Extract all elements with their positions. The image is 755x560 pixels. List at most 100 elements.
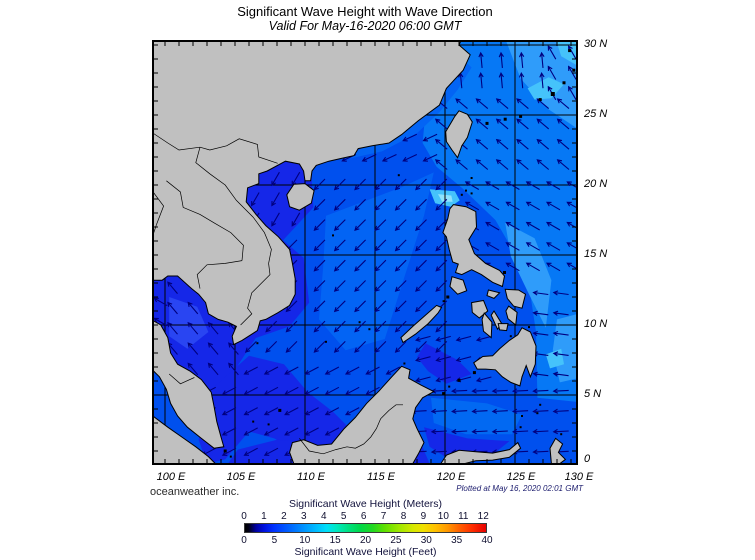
colorbar-meters-tick: 6 — [360, 511, 367, 522]
colorbar-meters-tick: 8 — [400, 511, 407, 522]
ocean-shade-ryukyu-cyan — [527, 77, 564, 100]
small-island — [470, 177, 473, 179]
small-island — [572, 68, 576, 72]
small-island — [536, 412, 539, 415]
land-palawan — [400, 304, 443, 344]
colorbar-feet-tick: 30 — [420, 535, 432, 546]
small-island — [325, 340, 327, 343]
lat-axis-label: 5 N — [584, 388, 602, 400]
colorbar-meters-tick: 4 — [320, 511, 327, 522]
country-border — [195, 147, 272, 264]
land-mindoro — [449, 276, 468, 295]
land-mindanao — [473, 327, 537, 387]
lat-axis-label: 30 N — [584, 38, 608, 50]
lon-axis-label: 100 E — [156, 471, 186, 483]
lon-axis-label: 110 E — [297, 471, 325, 483]
lon-axis-label: 125 E — [506, 471, 536, 483]
land-borneo — [289, 365, 435, 464]
small-island — [448, 385, 451, 388]
colorbar-feet-tick: 5 — [271, 535, 278, 546]
colorbar-meters-tick: 3 — [301, 511, 307, 522]
small-island — [223, 449, 227, 453]
land-leyte — [505, 305, 518, 326]
land-bohol — [497, 323, 509, 332]
small-island — [252, 420, 255, 423]
small-island — [332, 234, 334, 237]
degree-ticks — [154, 42, 576, 463]
small-island — [368, 328, 371, 331]
colorbar-title-feet: Significant Wave Height (Feet) — [294, 546, 437, 558]
lat-axis-label: 20 N — [584, 178, 608, 190]
small-island — [442, 392, 446, 396]
ocean-shade-central-scs-mid — [319, 172, 434, 351]
colorbar-meters-tick: 2 — [281, 511, 287, 522]
country-border — [196, 260, 243, 289]
small-island — [470, 192, 473, 195]
small-island — [446, 295, 450, 299]
small-island — [358, 321, 361, 324]
colorbar-meters-tick: 10 — [437, 511, 449, 522]
plotted-timestamp: Plotted at May 16, 2020 02:01 GMT — [456, 484, 583, 493]
land-sulawesi — [439, 441, 522, 464]
map-layers — [153, 41, 577, 464]
chart-subtitle: Valid For May-16-2020 06:00 GMT — [268, 19, 462, 33]
small-island — [460, 193, 463, 196]
lon-axis-label: 120 E — [436, 471, 466, 483]
small-island — [538, 98, 542, 102]
small-island — [528, 326, 530, 329]
small-island — [568, 49, 572, 53]
wave-height-map — [152, 40, 578, 465]
chart-title: Significant Wave Height with Wave Direct… — [237, 4, 493, 19]
colorbar-meters-tick: 7 — [380, 511, 387, 522]
lat-axis-label: 15 N — [584, 248, 608, 260]
colorbar-feet-tick: 20 — [359, 535, 372, 546]
small-island — [519, 426, 522, 429]
colorbar-feet-tick: 25 — [390, 535, 402, 546]
country-border — [153, 132, 201, 151]
small-island — [442, 300, 445, 303]
colorbar-meters-tick: 1 — [261, 511, 267, 522]
ocean-shade-sulu-dark — [417, 343, 472, 384]
colorbar-feet-tick: 40 — [481, 535, 493, 546]
land-negros — [481, 312, 493, 339]
small-island — [403, 362, 406, 365]
small-island — [560, 433, 563, 436]
small-island — [539, 403, 542, 406]
land-mainland-asia — [153, 41, 471, 346]
colorbar-gradient — [244, 523, 487, 533]
country-border — [153, 191, 164, 237]
lat-axis-label: 10 N — [584, 318, 608, 330]
small-island — [229, 455, 232, 458]
country-border — [299, 404, 403, 455]
colorbar-meters-tick: 5 — [340, 511, 347, 522]
small-island — [397, 174, 400, 177]
lon-axis-label: 115 E — [367, 471, 395, 483]
country-border — [240, 263, 271, 326]
ocean-shade-ne-top-cyan — [556, 41, 577, 66]
country-border — [166, 180, 244, 261]
land-masbate — [486, 289, 501, 299]
land-hainan — [286, 183, 315, 211]
colorbar-meters-tick: 0 — [241, 511, 247, 522]
colorbar-title-meters: Significant Wave Height (Meters) — [288, 498, 443, 510]
small-island — [550, 92, 555, 96]
small-island — [472, 371, 476, 375]
small-island — [562, 81, 566, 85]
small-island — [521, 415, 523, 417]
land-luzon — [442, 204, 506, 288]
land-malay-peninsula — [153, 319, 225, 449]
colorbar-feet-tick: 35 — [451, 535, 463, 546]
small-island — [457, 378, 461, 382]
small-island — [485, 121, 489, 125]
land-samar — [504, 288, 527, 309]
oceanweather-credit: oceanweather inc. — [150, 486, 240, 498]
small-island — [519, 114, 523, 118]
lon-axis-label: 105 E — [226, 471, 256, 483]
small-island — [509, 335, 512, 338]
land-taiwan — [445, 110, 473, 159]
country-border — [199, 138, 278, 164]
country-border — [168, 373, 195, 385]
small-island — [278, 408, 282, 412]
ocean-shade-celebes-center — [431, 397, 522, 435]
